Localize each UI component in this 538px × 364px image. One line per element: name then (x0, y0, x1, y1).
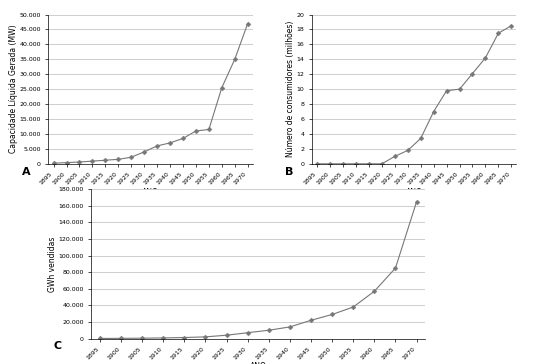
Text: B: B (285, 167, 294, 177)
X-axis label: ANO: ANO (406, 187, 423, 197)
Y-axis label: Capacidade Líquida Gerada (MW): Capacidade Líquida Gerada (MW) (9, 25, 18, 154)
X-axis label: ANO: ANO (250, 362, 267, 364)
Text: C: C (54, 341, 62, 351)
Y-axis label: GWh vendidas: GWh vendidas (48, 236, 57, 292)
Y-axis label: Número de consumidores (milhões): Número de consumidores (milhões) (286, 21, 295, 157)
Text: A: A (22, 167, 30, 177)
X-axis label: ANO: ANO (142, 187, 159, 197)
